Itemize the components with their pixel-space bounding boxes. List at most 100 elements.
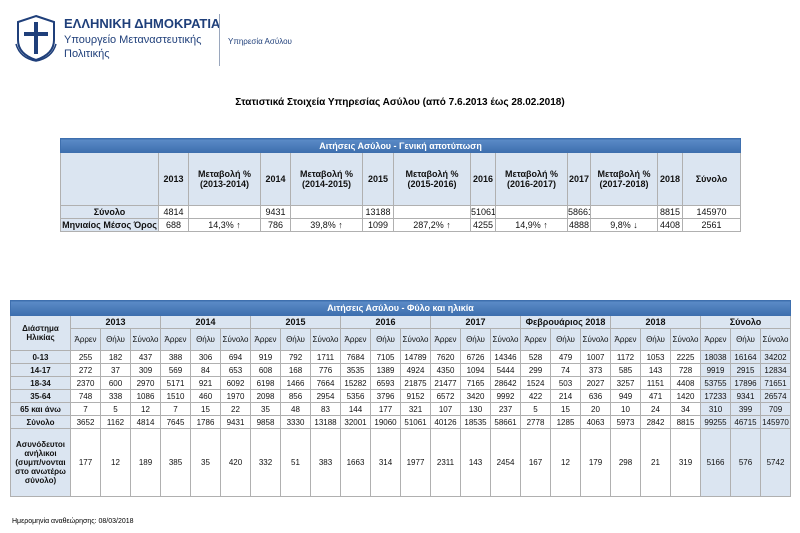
subcolumn-header: Θήλυ	[370, 328, 401, 351]
subcolumn-header: Άρρεν	[340, 328, 371, 351]
cell: 7645	[160, 415, 191, 429]
cell: 5742	[760, 428, 791, 497]
cell: 17233	[700, 389, 731, 403]
column-header	[60, 152, 159, 206]
row-label: Μηνιαίος Μέσος Όρος	[60, 218, 159, 232]
cell: 5356	[340, 389, 371, 403]
cell: 21	[640, 428, 671, 497]
cell: 1285	[550, 415, 581, 429]
cell: 8815	[657, 205, 683, 219]
cell: 1977	[400, 428, 431, 497]
cell: 1053	[640, 350, 671, 364]
subcolumn-header: Άρρεν	[430, 328, 461, 351]
cell: 32001	[340, 415, 371, 429]
cell: 39,8% ↑	[290, 218, 363, 232]
cell: 1711	[310, 350, 341, 364]
cell: 2778	[520, 415, 551, 429]
cell: 35	[190, 428, 221, 497]
subcolumn-header: Σύνολο	[130, 328, 161, 351]
cell: 74	[550, 363, 581, 377]
cell: 13188	[310, 415, 341, 429]
emblem	[15, 14, 57, 62]
cell: 2311	[430, 428, 461, 497]
cell: 177	[70, 428, 101, 497]
cell: 5	[520, 402, 551, 416]
cell: 8815	[670, 415, 701, 429]
cell: 9341	[730, 389, 761, 403]
cell: 182	[100, 350, 131, 364]
cell: 7105	[370, 350, 401, 364]
gender-age-table: Αιτήσεις Ασύλου - Φύλο και ηλικία Διάστημ…	[10, 300, 791, 497]
cell: 319	[670, 428, 701, 497]
row-label: 35-64	[10, 389, 71, 403]
cell: 792	[280, 350, 311, 364]
cell: 5	[100, 402, 131, 416]
column-header: Σύνολο	[681, 152, 742, 206]
cell: 1389	[370, 363, 401, 377]
subcolumn-header: Θήλυ	[100, 328, 131, 351]
cell: 3257	[610, 376, 641, 390]
cell: 48	[280, 402, 311, 416]
cell	[495, 205, 568, 219]
group-row: Διάστημα Ηλικίας 2013 2014 2015 2016 2017 Φεβρ…	[10, 315, 791, 351]
cell: 1151	[640, 376, 671, 390]
cell: 14,3% ↑	[188, 218, 261, 232]
group-header: Φεβρουάριος 2018	[520, 315, 611, 329]
data-row: 18-34 2370 600 2970 5171 921 6092 6198 1466 7664 1…	[10, 376, 791, 390]
cell: 189	[130, 428, 161, 497]
cell: 6092	[220, 376, 251, 390]
cell: 7620	[430, 350, 461, 364]
cell: 919	[250, 350, 281, 364]
cell: 299	[520, 363, 551, 377]
country: ΕΛΛΗΝΙΚΗ ΔΗΜΟΚΡΑΤΙΑ	[64, 16, 221, 31]
cell: 214	[550, 389, 581, 403]
data-row: 14-17 272 37 309 569 84 653 608 168 776 3535 1389 49…	[10, 363, 791, 377]
cell: 12	[100, 428, 131, 497]
row-label: Ασυνόδευτοι ανήλικοι (συμπ/νονται στο αν…	[10, 428, 71, 497]
cell: 14,9% ↑	[495, 218, 568, 232]
cell: 3535	[340, 363, 371, 377]
cell: 14346	[490, 350, 521, 364]
cell: 6198	[250, 376, 281, 390]
subcolumn-header: Άρρεν	[160, 328, 191, 351]
column-header: 2014	[260, 152, 291, 206]
cell: 776	[310, 363, 341, 377]
cell: 9858	[250, 415, 281, 429]
subcolumn-header: Άρρεν	[520, 328, 551, 351]
cell: 4350	[430, 363, 461, 377]
cell: 4063	[580, 415, 611, 429]
cell: 653	[220, 363, 251, 377]
cell: 272	[70, 363, 101, 377]
cell: 1007	[580, 350, 611, 364]
cell: 17896	[730, 376, 761, 390]
cell: 2561	[681, 218, 742, 232]
cell: 145970	[760, 415, 791, 429]
cell: 1663	[340, 428, 371, 497]
footer: Ημερομηνία αναθεώρησης: 08/03/2018	[12, 518, 134, 525]
cell: 709	[760, 402, 791, 416]
cell: 9992	[490, 389, 521, 403]
cell: 24	[640, 402, 671, 416]
column-header: 2017	[567, 152, 591, 206]
cell: 503	[550, 376, 581, 390]
cell: 4888	[567, 218, 591, 232]
group-header: 2018	[610, 315, 701, 329]
column-header: 2016	[470, 152, 496, 206]
cell: 5444	[490, 363, 521, 377]
group-header: 2013	[70, 315, 161, 329]
cell: 21477	[430, 376, 461, 390]
cell: 51061	[400, 415, 431, 429]
cell: 608	[250, 363, 281, 377]
cell: 2027	[580, 376, 611, 390]
column-header: Μεταβολή % (2016-2017)	[495, 152, 568, 206]
cell: 255	[70, 350, 101, 364]
cell: 4814	[158, 205, 189, 219]
data-row: 35-64 748 338 1086 1510 460 1970 2098 856 2954 535…	[10, 389, 791, 403]
cell: 306	[190, 350, 221, 364]
cell	[393, 205, 471, 219]
cell: 5166	[700, 428, 731, 497]
cell: 37	[100, 363, 131, 377]
cell: 34	[670, 402, 701, 416]
cell: 2454	[490, 428, 521, 497]
